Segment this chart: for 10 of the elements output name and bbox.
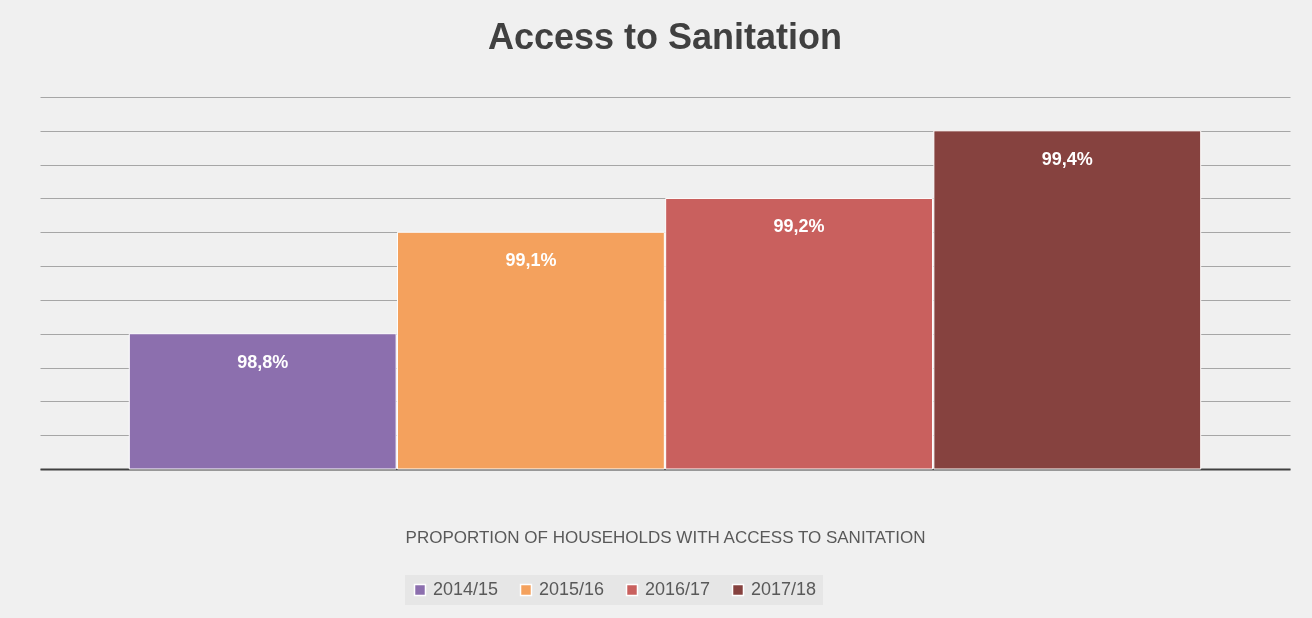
legend-label: 2017/18 [751, 579, 817, 599]
data-label: 99,1% [505, 250, 557, 271]
legend-label: 2014/15 [433, 579, 499, 599]
data-label: 98,8% [237, 351, 289, 372]
legend-label: 2016/17 [645, 579, 711, 599]
data-label: 99,2% [773, 216, 825, 237]
x-axis-title: PROPORTION OF HOUSEHOLDS WITH ACCESS TO SANITATION [405, 527, 926, 547]
data-label: 99,4% [1041, 148, 1093, 169]
chart-title: Access to Sanitation [487, 16, 843, 57]
legend-label: 2015/16 [539, 579, 605, 599]
